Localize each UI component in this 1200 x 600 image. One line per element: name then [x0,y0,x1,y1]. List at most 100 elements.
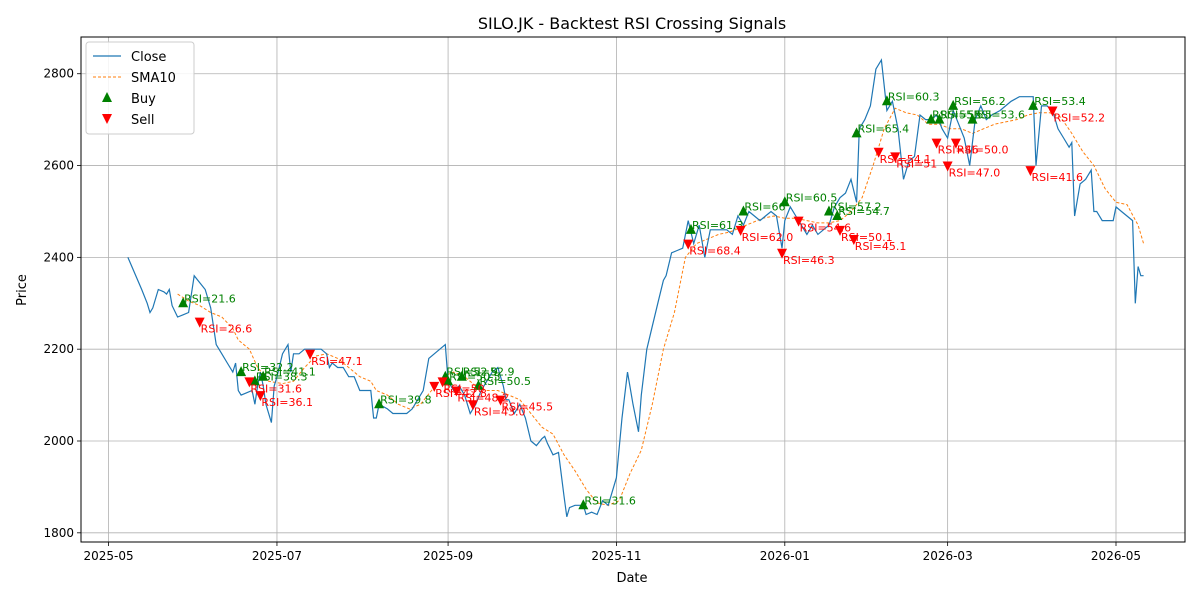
sell-marker [429,381,440,392]
buy-marker [967,113,978,124]
sell-marker [848,235,859,245]
buy-marker [473,379,484,390]
buy-marker [374,398,385,409]
buy-annotation: RSI=52.9 [463,366,515,379]
legend-sma-label: SMA10 [131,71,176,86]
sell-annotation: RSI=45.5 [502,401,554,414]
sell-marker [437,377,448,388]
y-tick-label: 1800 [43,526,74,540]
buy-annotation: RSI=41.1 [264,366,316,379]
sell-marker [255,391,266,402]
buy-annotation: RSI=60.3 [888,90,940,103]
sell-marker [950,138,961,149]
y-tick-label: 2600 [43,159,74,173]
chart-title: SILO.JK - Backtest RSI Crossing Signals [478,14,786,33]
y-tick-label: 2400 [43,250,74,264]
sell-annotation: RSI=43.0 [474,405,526,418]
sell-marker [467,400,478,411]
buy-marker [578,499,589,510]
buy-marker [738,205,749,216]
sell-annotation: RSI=62.0 [742,231,794,244]
buy-annotation: RSI=32.2 [242,361,294,374]
sell-annotation: RSI=46.3 [783,254,835,267]
x-tick-label: 2026-03 [923,549,973,563]
buy-annotation: RSI=39.8 [380,393,432,406]
sell-annotation: RSI=42.8 [435,387,487,400]
buy-marker [823,205,834,216]
sell-annotation: RSI=50 [444,382,485,395]
buy-marker [456,370,467,381]
x-tick-label: 2025-11 [591,549,641,563]
sell-marker [777,248,788,259]
sell-marker [931,138,942,149]
buy-annotation: RSI=65.4 [858,122,910,135]
sell-annotation: RSI=68.4 [689,245,741,258]
buy-marker [779,196,790,207]
buy-annotation: RSI=38.3 [256,370,308,383]
y-tick-label: 2000 [43,434,74,448]
x-tick-label: 2026-05 [1091,549,1141,563]
buy-marker [258,370,269,381]
buy-annotation: RSI=66 [744,200,785,213]
sell-marker [735,225,746,236]
y-tick-label: 2200 [43,342,74,356]
buy-annotation: RSI=60.5 [786,191,838,204]
x-axis-title: Date [616,571,647,586]
sell-marker [683,239,694,250]
buy-marker [851,127,862,138]
legend: Close SMA10 Buy Sell [85,41,195,135]
buy-marker [685,223,696,234]
buy-marker [948,99,959,110]
buy-marker [1028,99,1039,110]
sell-annotation: RSI=47.1 [311,355,363,368]
sell-annotation: RSI=26.6 [201,323,253,336]
y-tick-label: 2800 [43,67,74,81]
buy-marker [236,366,247,377]
x-tick-label: 2025-05 [84,549,134,563]
sell-annotation: RSI=41.6 [1031,171,1083,184]
close-price-line [127,58,1144,517]
buy-annotation: RSI=56.2 [954,95,1006,108]
sell-marker [835,225,845,236]
y-axis: 1800 2000 2200 2400 2600 2800 [43,67,81,540]
buy-marker [249,375,260,386]
sell-marker [890,152,901,163]
legend-sell-label: Sell [131,113,154,128]
buy-annotation: RSI=54.7 [838,205,890,218]
legend-box [85,41,195,135]
buy-annotation: RSI=31.6 [584,494,636,507]
buy-annotation: RSI=21.6 [184,292,236,305]
grid [81,37,1185,542]
sell-annotation: RSI=45.1 [855,240,907,253]
sell-marker [305,349,316,360]
legend-sell-marker [102,114,112,124]
legend-buy-label: Buy [131,92,156,107]
sell-marker [942,161,953,172]
buy-annotation: RSI=50.5 [479,375,531,388]
buy-annotation: RSI=55.5 [940,109,992,122]
sell-annotation: RSI=46 [938,144,979,157]
sell-annotation: RSI=36.1 [261,396,313,409]
sell-annotation: RSI=51 [896,157,937,170]
buy-marker [926,113,937,124]
y-axis-title: Price [15,274,30,306]
sell-marker [873,147,884,158]
x-tick-label: 2025-09 [423,549,473,563]
buy-annotation: RSI=61.3 [692,219,744,232]
sell-marker [244,377,255,388]
sell-marker [1025,166,1036,177]
buy-marker [934,113,945,124]
sell-marker [451,386,462,397]
x-axis: 2025-05 2025-07 2025-09 2025-11 2026-01 2026-… [84,542,1141,563]
sell-annotation: RSI=52.2 [1054,111,1106,124]
buy-annotation: RSI=53.6 [973,109,1025,122]
sell-marker [1047,106,1058,117]
sell-marker [194,317,205,328]
x-tick-label: 2026-01 [760,549,810,563]
sell-marker [495,395,506,406]
buy-annotation: RSI=57.2 [830,200,882,213]
sell-marker [793,216,804,227]
buy-marker [881,95,892,106]
buy-marker [832,210,843,221]
